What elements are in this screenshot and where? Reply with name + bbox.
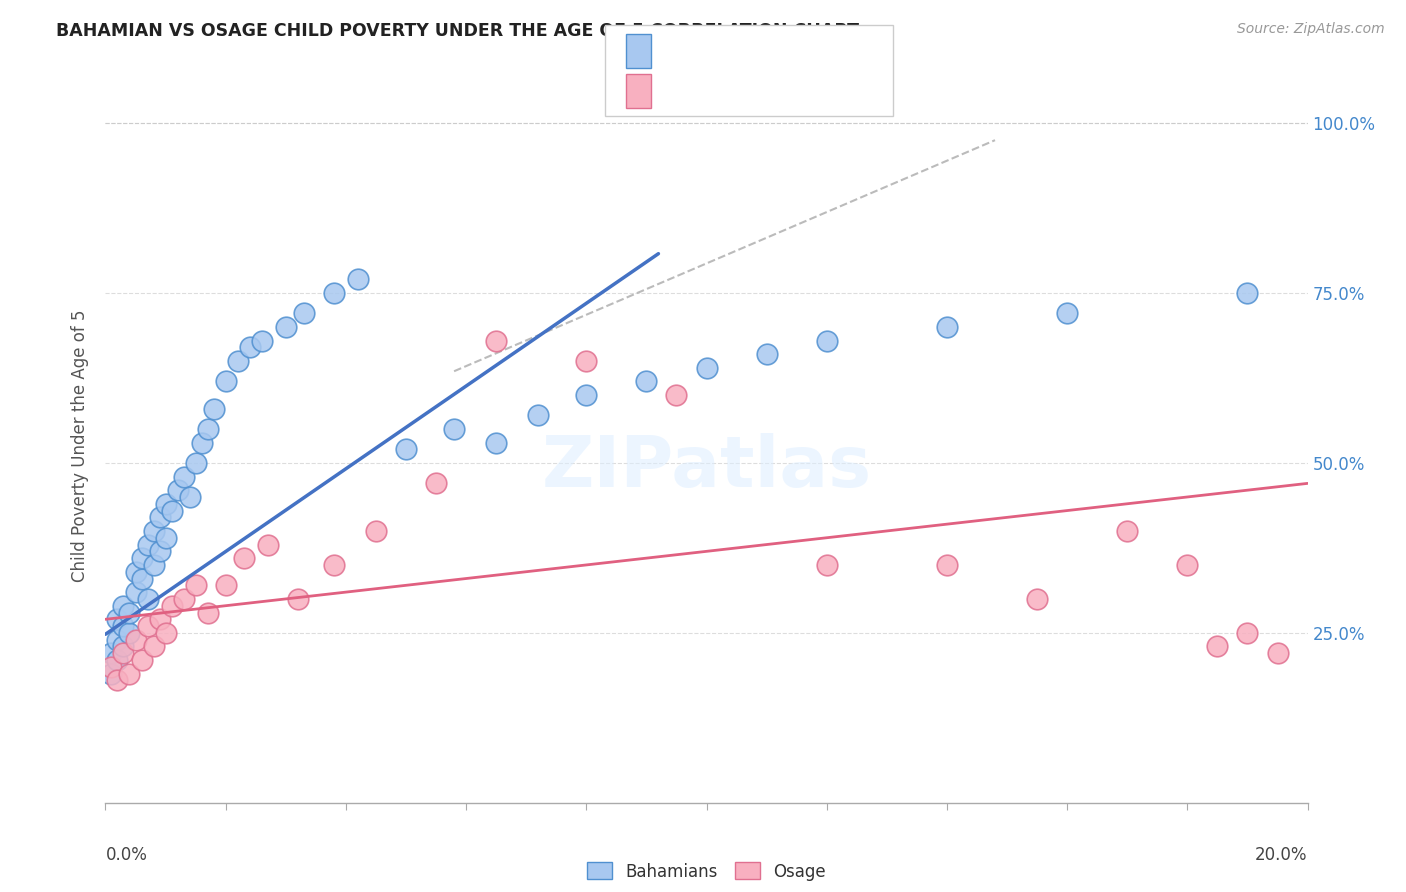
- Point: [148, 612, 170, 626]
- Point: [1267, 646, 1289, 660]
- Point: [148, 544, 170, 558]
- Point: [184, 578, 207, 592]
- Point: [755, 347, 778, 361]
- Point: [160, 503, 183, 517]
- Point: [347, 272, 370, 286]
- Text: R =: R =: [659, 45, 699, 63]
- Point: [112, 599, 135, 613]
- Point: [118, 606, 141, 620]
- Point: [815, 334, 838, 348]
- Point: [197, 422, 219, 436]
- Point: [936, 320, 959, 334]
- Point: [197, 606, 219, 620]
- Point: [173, 469, 195, 483]
- Point: [118, 666, 141, 681]
- Point: [575, 388, 598, 402]
- Point: [190, 435, 212, 450]
- Point: [160, 599, 183, 613]
- Point: [425, 476, 447, 491]
- Point: [155, 497, 177, 511]
- Point: [322, 558, 344, 572]
- Point: [100, 666, 122, 681]
- Point: [1236, 286, 1258, 301]
- Point: [100, 646, 122, 660]
- Point: [131, 551, 153, 566]
- Point: [179, 490, 201, 504]
- Text: R =: R =: [659, 85, 699, 103]
- Point: [443, 422, 465, 436]
- Text: ZIPatlas: ZIPatlas: [541, 433, 872, 502]
- Point: [1175, 558, 1198, 572]
- Point: [118, 626, 141, 640]
- Point: [322, 286, 344, 301]
- Point: [274, 320, 297, 334]
- Point: [485, 435, 508, 450]
- Point: [1206, 640, 1229, 654]
- Point: [636, 375, 658, 389]
- Point: [1026, 591, 1049, 606]
- Point: [815, 558, 838, 572]
- Point: [1236, 626, 1258, 640]
- Point: [364, 524, 387, 538]
- Text: 20.0%: 20.0%: [1256, 846, 1308, 863]
- Point: [142, 558, 165, 572]
- Point: [395, 442, 418, 457]
- Text: 0.663: 0.663: [699, 45, 755, 63]
- Point: [112, 640, 135, 654]
- Point: [155, 626, 177, 640]
- Point: [124, 585, 146, 599]
- Point: [1116, 524, 1139, 538]
- Text: 50: 50: [797, 45, 823, 63]
- Point: [292, 306, 315, 320]
- Text: 32: 32: [797, 85, 823, 103]
- Point: [124, 632, 146, 647]
- Point: [131, 653, 153, 667]
- Point: [107, 653, 129, 667]
- Point: [1056, 306, 1078, 320]
- Point: [136, 537, 159, 551]
- Text: 0.316: 0.316: [699, 85, 755, 103]
- Point: [226, 354, 249, 368]
- Point: [936, 558, 959, 572]
- Point: [232, 551, 254, 566]
- Point: [148, 510, 170, 524]
- Text: N =: N =: [758, 85, 810, 103]
- Point: [665, 388, 688, 402]
- Point: [250, 334, 273, 348]
- Point: [287, 591, 309, 606]
- Point: [696, 360, 718, 375]
- Text: N =: N =: [758, 45, 810, 63]
- Point: [202, 401, 225, 416]
- Point: [173, 591, 195, 606]
- Point: [184, 456, 207, 470]
- Point: [142, 524, 165, 538]
- Text: Source: ZipAtlas.com: Source: ZipAtlas.com: [1237, 22, 1385, 37]
- Point: [166, 483, 188, 498]
- Point: [155, 531, 177, 545]
- Point: [107, 612, 129, 626]
- Point: [527, 409, 550, 423]
- Point: [107, 632, 129, 647]
- Point: [107, 673, 129, 688]
- Point: [239, 341, 262, 355]
- Point: [142, 640, 165, 654]
- Point: [100, 660, 122, 674]
- Legend: Bahamians, Osage: Bahamians, Osage: [581, 855, 832, 888]
- Point: [214, 578, 236, 592]
- Point: [575, 354, 598, 368]
- Point: [112, 646, 135, 660]
- Point: [256, 537, 278, 551]
- Point: [485, 334, 508, 348]
- Point: [131, 572, 153, 586]
- Y-axis label: Child Poverty Under the Age of 5: Child Poverty Under the Age of 5: [72, 310, 90, 582]
- Point: [214, 375, 236, 389]
- Text: BAHAMIAN VS OSAGE CHILD POVERTY UNDER THE AGE OF 5 CORRELATION CHART: BAHAMIAN VS OSAGE CHILD POVERTY UNDER TH…: [56, 22, 859, 40]
- Text: 0.0%: 0.0%: [105, 846, 148, 863]
- Point: [136, 591, 159, 606]
- Point: [112, 619, 135, 633]
- Point: [124, 565, 146, 579]
- Point: [136, 619, 159, 633]
